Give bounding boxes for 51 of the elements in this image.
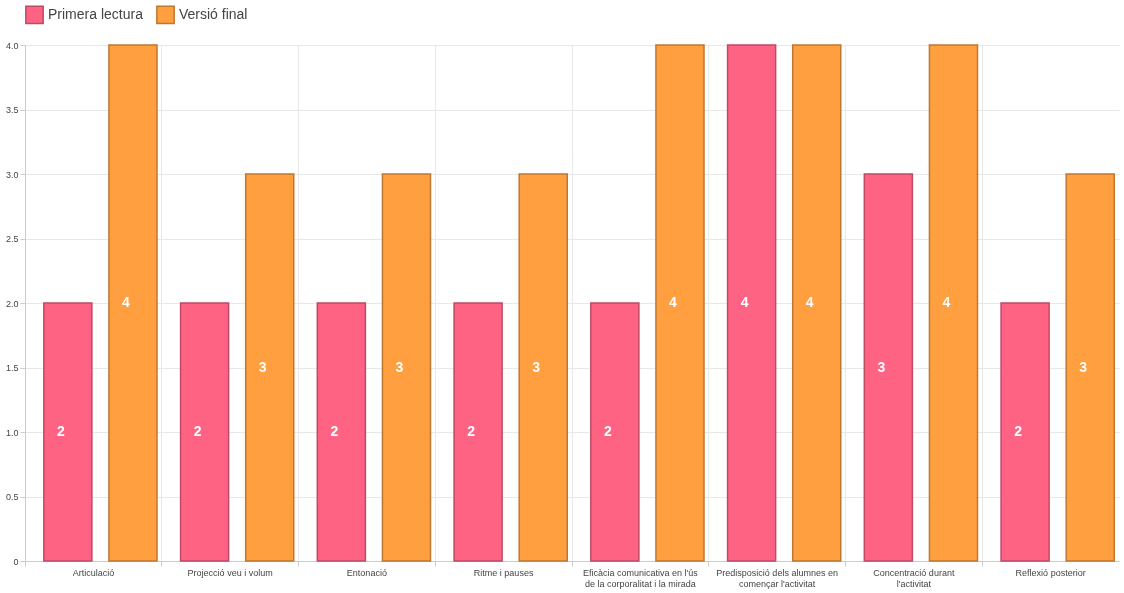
x-tick-label: Projecció veu i volum — [187, 567, 273, 578]
bar — [590, 302, 640, 562]
data-label: 3 — [258, 358, 267, 375]
bar — [108, 44, 158, 562]
x-tick-label: Articulació — [72, 567, 115, 578]
bar — [1000, 302, 1050, 562]
bar — [518, 173, 568, 562]
y-tick-label: 3.5 — [5, 105, 19, 115]
bar — [179, 302, 230, 562]
bar — [655, 44, 705, 562]
data-label: 2 — [330, 423, 339, 439]
x-tick-label: Ritme i pauses — [473, 567, 534, 578]
data-label: 2 — [193, 423, 202, 439]
x-tick-label: Reflexió posterior — [1015, 567, 1086, 578]
bar — [928, 44, 979, 562]
bar — [863, 173, 914, 562]
data-label: 4 — [740, 294, 749, 310]
bar — [453, 302, 503, 562]
y-tick-label: 3.0 — [5, 169, 19, 180]
data-label: 3 — [395, 358, 404, 375]
data-label: 3 — [877, 358, 886, 375]
y-tick-label: 2.5 — [5, 234, 19, 244]
data-label: 2 — [1014, 423, 1023, 439]
x-tick-label: Concentració durant l'activitat — [873, 567, 955, 589]
data-label: 3 — [1079, 358, 1088, 375]
legend-label: Versió final — [179, 5, 248, 22]
data-label: 4 — [669, 294, 678, 310]
data-label: 4 — [122, 294, 131, 310]
data-label: 2 — [603, 423, 612, 439]
bar — [1065, 173, 1115, 562]
y-tick-label: 4.0 — [5, 40, 19, 51]
data-label: 4 — [942, 294, 951, 310]
bar — [43, 302, 93, 562]
bar — [316, 302, 367, 562]
x-tick-label: Predisposició dels alumnes en començar l'activitat — [716, 567, 838, 589]
data-label: 2 — [56, 423, 65, 439]
y-tick-label: 0 — [13, 556, 19, 567]
data-label: 2 — [467, 423, 476, 439]
bar — [381, 173, 432, 562]
x-tick-label: Eficàcia comunicativa en l'ús de la corporalitat i la mirada — [582, 567, 699, 589]
data-label: 4 — [805, 294, 814, 310]
bar — [791, 44, 842, 562]
legend-label: Primera lectura — [48, 5, 144, 22]
y-tick-label: 1.0 — [5, 427, 19, 438]
bar — [244, 173, 295, 562]
x-tick-label: Entonació — [346, 567, 387, 578]
y-tick-label: 0.5 — [5, 492, 19, 502]
y-tick-label: 2.0 — [5, 298, 19, 309]
bar — [726, 44, 777, 562]
data-label: 3 — [532, 358, 541, 375]
y-tick-label: 1.5 — [5, 363, 19, 373]
